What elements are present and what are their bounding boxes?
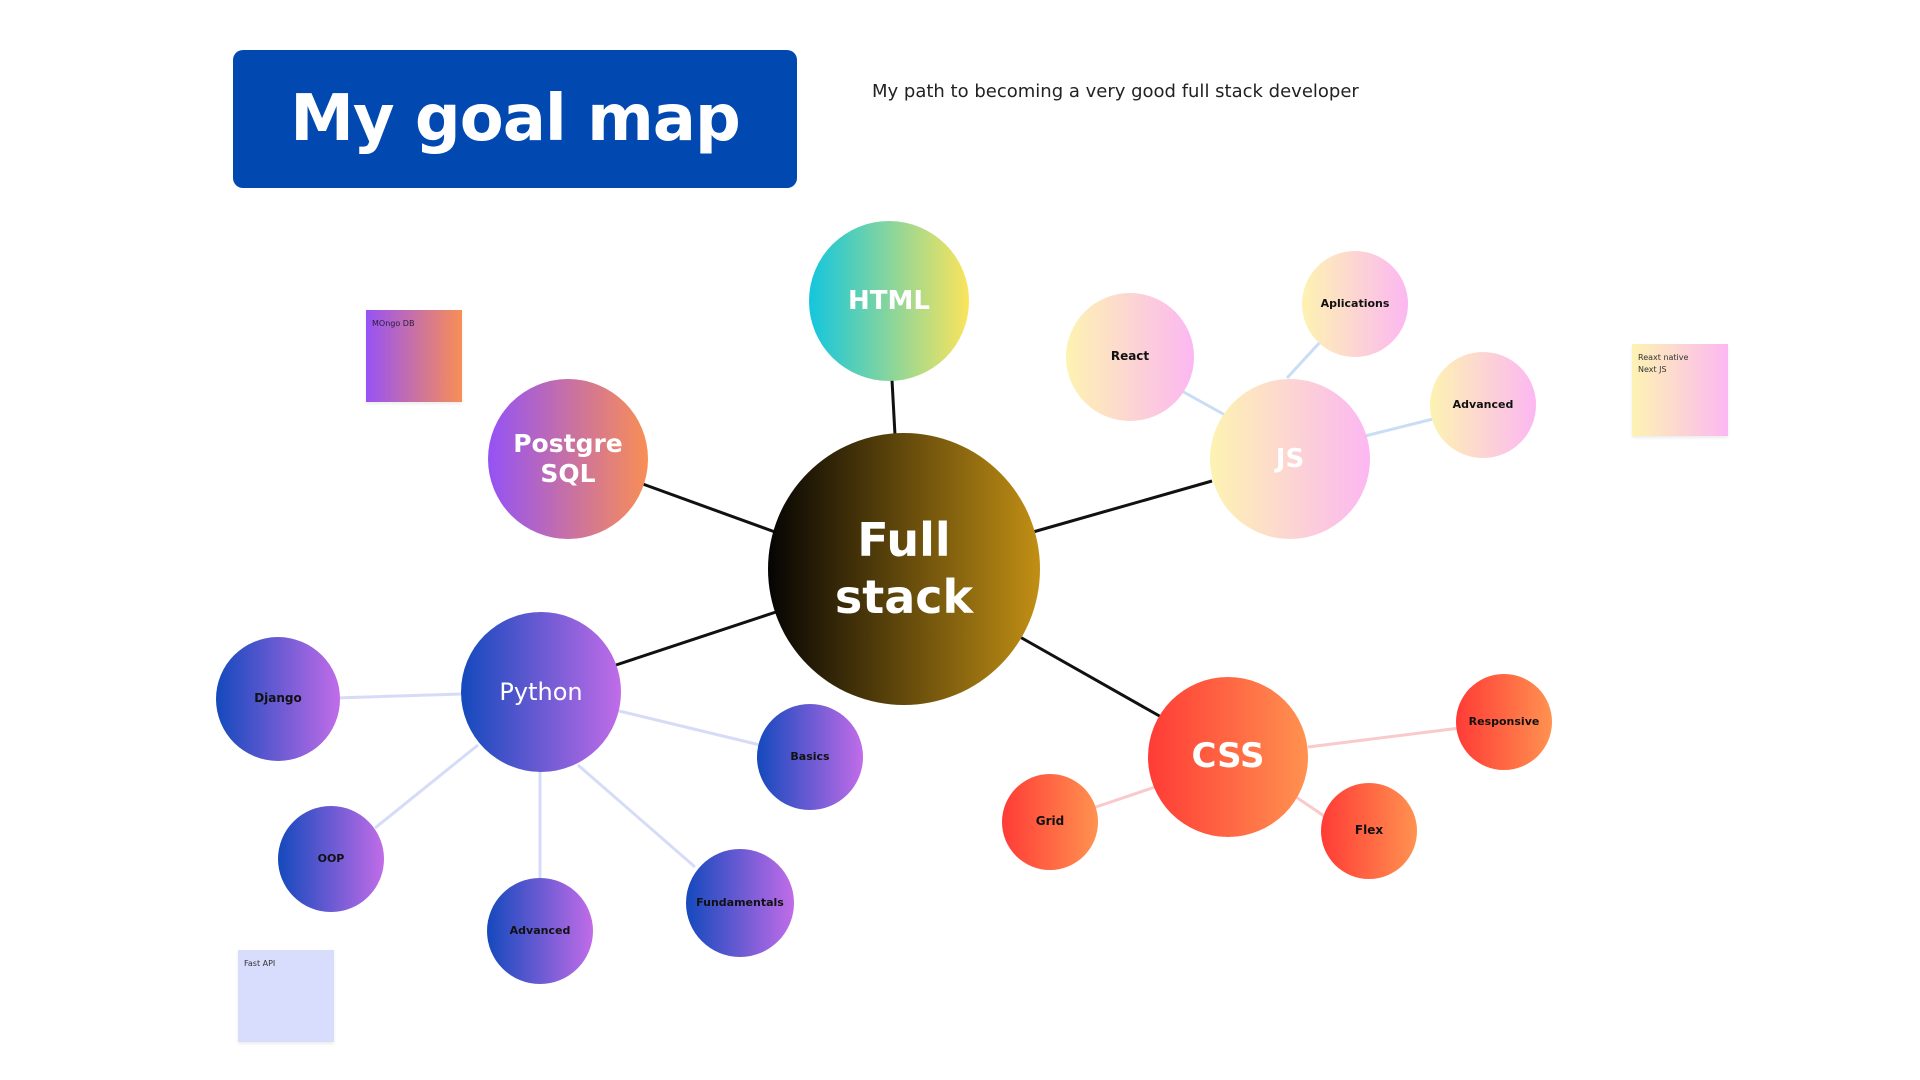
node-oop-label: OOP	[317, 851, 345, 865]
sticky-note-react-native[interactable]: Reaxt native Next JS	[1632, 344, 1728, 436]
link-python-fundamentals	[577, 763, 696, 869]
node-html[interactable]: HTML	[809, 221, 969, 381]
node-full-stack-label: Full stack	[834, 512, 974, 625]
node-html-label: HTML	[848, 285, 930, 316]
sticky-note-fastapi[interactable]: Fast API	[238, 950, 334, 1042]
subtitle-text: My path to becoming a very good full sta…	[872, 81, 1359, 102]
link-css-grid	[1092, 784, 1159, 810]
node-css[interactable]: CSS	[1148, 677, 1308, 837]
node-oop[interactable]: OOP	[278, 806, 384, 912]
link-css-responsive	[1307, 726, 1461, 749]
link-python-django	[334, 692, 463, 700]
link-js-react	[1179, 388, 1226, 417]
node-python[interactable]: Python	[461, 612, 621, 772]
node-js-advanced[interactable]: Advanced	[1430, 352, 1536, 458]
node-full-stack[interactable]: Full stack	[768, 433, 1040, 705]
page-title: My goal map	[290, 82, 741, 156]
node-aplications-label: Aplications	[1320, 296, 1390, 310]
node-aplications[interactable]: Aplications	[1302, 251, 1408, 357]
node-react-label: React	[1110, 349, 1150, 364]
node-grid[interactable]: Grid	[1002, 774, 1098, 870]
link-python-oop	[374, 743, 479, 830]
node-basics[interactable]: Basics	[757, 704, 863, 810]
node-python-label: Python	[499, 677, 583, 706]
node-js-advanced-label: Advanced	[1452, 397, 1514, 411]
sticky-note-mongodb[interactable]: MOngo DB	[366, 310, 462, 402]
link-js-advanced	[1364, 416, 1438, 438]
node-js[interactable]: JS	[1210, 379, 1370, 539]
node-python-advanced-label: Advanced	[509, 923, 571, 937]
node-responsive-label: Responsive	[1468, 714, 1540, 728]
link-center-python	[615, 610, 777, 667]
link-center-html	[890, 379, 897, 436]
node-flex-label: Flex	[1354, 823, 1384, 838]
node-css-label: CSS	[1191, 736, 1265, 777]
node-basics-label: Basics	[790, 749, 830, 763]
link-js-aplications	[1285, 338, 1324, 380]
link-center-css	[1019, 635, 1164, 720]
node-django-label: Django	[254, 691, 302, 706]
title-banner[interactable]: My goal map	[233, 50, 797, 188]
node-responsive[interactable]: Responsive	[1456, 674, 1552, 770]
node-grid-label: Grid	[1035, 814, 1065, 829]
node-fundamentals[interactable]: Fundamentals	[686, 849, 794, 957]
link-center-js	[1032, 479, 1213, 534]
node-python-advanced[interactable]: Advanced	[487, 878, 593, 984]
node-react[interactable]: React	[1066, 293, 1194, 421]
link-center-postgres	[639, 481, 776, 534]
node-django[interactable]: Django	[216, 637, 340, 761]
node-postgresql[interactable]: Postgre SQL	[488, 379, 648, 539]
node-postgresql-label: Postgre SQL	[513, 429, 623, 488]
node-flex[interactable]: Flex	[1321, 783, 1417, 879]
node-fundamentals-label: Fundamentals	[696, 895, 784, 909]
node-js-label: JS	[1275, 443, 1305, 474]
link-python-basics	[614, 708, 761, 747]
